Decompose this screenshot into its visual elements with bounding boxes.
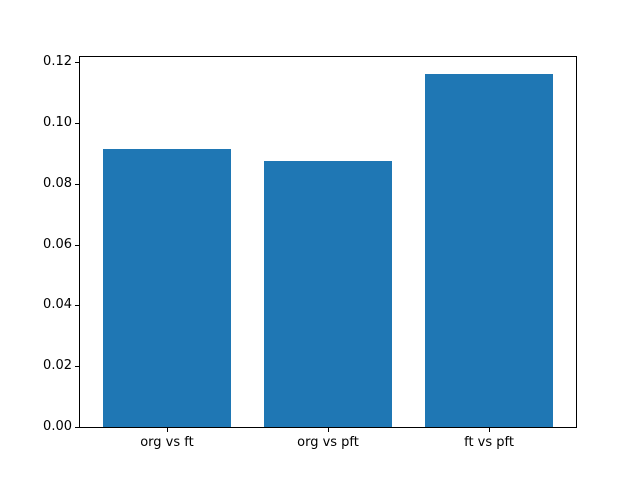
bar-org-vs-ft <box>102 148 232 427</box>
y-tick-label: 0.12 <box>43 54 72 70</box>
y-tick-mark <box>75 427 79 428</box>
y-tick-label: 0.04 <box>43 297 72 313</box>
y-tick-label: 0.10 <box>43 115 72 131</box>
y-tick-label: 0.06 <box>43 236 72 252</box>
y-tick-mark <box>75 244 79 246</box>
y-tick-label: 0.00 <box>43 419 72 434</box>
y-tick-label: 0.02 <box>43 358 72 374</box>
x-tick-mark <box>166 428 168 432</box>
y-tick-mark <box>75 183 79 185</box>
bar-ft-vs-pft <box>424 74 554 427</box>
x-tick-label: ft vs pft <box>464 435 514 450</box>
x-tick-label: org vs pft <box>297 435 359 450</box>
x-tick-mark <box>489 428 491 432</box>
y-tick-mark <box>75 305 79 307</box>
bar-org-vs-pft <box>263 160 393 427</box>
plot-area <box>79 56 577 428</box>
y-tick-mark <box>75 123 79 125</box>
y-tick-mark <box>75 62 79 64</box>
x-tick-label: org vs ft <box>140 435 194 450</box>
x-tick-mark <box>328 428 329 432</box>
y-tick-mark <box>75 366 79 368</box>
y-tick-label: 0.08 <box>43 175 72 191</box>
